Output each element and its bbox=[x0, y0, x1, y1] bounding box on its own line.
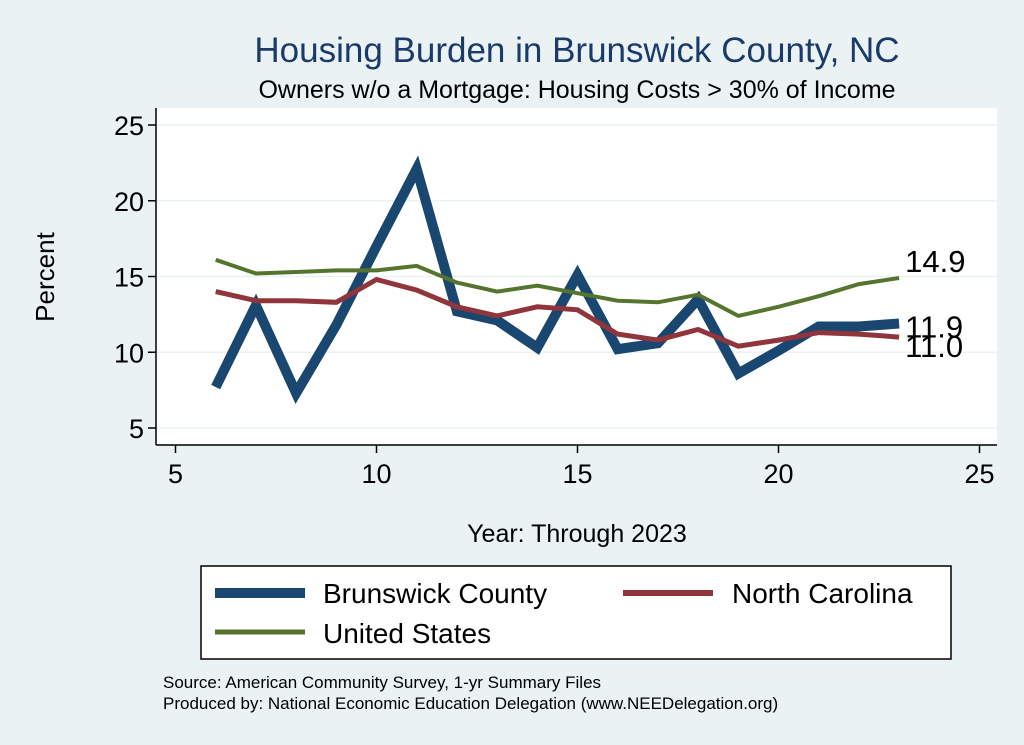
y-tick-label-25: 25 bbox=[114, 111, 144, 141]
x-tick-label-25: 25 bbox=[964, 459, 994, 489]
chart-title: Housing Burden in Brunswick County, NC bbox=[254, 31, 899, 70]
legend-label-united-states: United States bbox=[323, 618, 491, 649]
legend-label-north-carolina: North Carolina bbox=[732, 578, 913, 609]
series-line-united-states bbox=[215, 257, 900, 319]
produced-note: Produced by: National Economic Education… bbox=[163, 694, 778, 713]
legend-box bbox=[200, 565, 952, 660]
y-tick-label-10: 10 bbox=[114, 338, 144, 368]
source-note: Source: American Community Survey, 1-yr … bbox=[163, 673, 601, 692]
end-label-north-carolina: 11.0 bbox=[905, 329, 963, 364]
y-tick-label-20: 20 bbox=[114, 187, 144, 217]
y-axis-label: Percent bbox=[30, 231, 60, 321]
x-tick-label-10: 10 bbox=[361, 459, 391, 489]
legend-label-brunswick: Brunswick County bbox=[323, 578, 547, 609]
series-line-brunswick-county bbox=[211, 155, 900, 404]
x-axis-label: Year: Through 2023 bbox=[467, 520, 687, 548]
x-tick-label-20: 20 bbox=[763, 459, 793, 489]
y-tick-label-5: 5 bbox=[129, 414, 144, 444]
y-ticks: 5 10 15 20 25 bbox=[114, 111, 156, 444]
end-label-brunswick-county: 11.9 bbox=[905, 309, 963, 344]
x-tick-label-15: 15 bbox=[562, 459, 592, 489]
chart-subtitle: Owners w/o a Mortgage: Housing Costs > 3… bbox=[258, 76, 895, 104]
y-tick-label-15: 15 bbox=[114, 263, 144, 293]
end-label-united-states: 14.9 bbox=[905, 244, 965, 279]
x-ticks: 5 10 15 20 25 bbox=[168, 445, 995, 489]
series-line-north-carolina bbox=[215, 276, 900, 349]
series-layer bbox=[211, 155, 900, 404]
x-tick-label-5: 5 bbox=[168, 459, 183, 489]
end-labels: 11.911.0 14.9 bbox=[905, 244, 965, 364]
